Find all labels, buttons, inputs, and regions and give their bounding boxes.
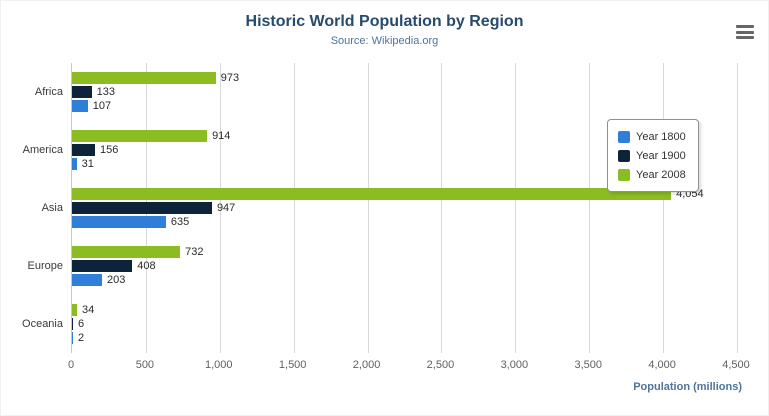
data-label: 973 — [220, 72, 240, 84]
category-label-asia: Asia — [41, 202, 63, 214]
data-label: 914 — [212, 130, 231, 142]
gridline — [367, 63, 369, 353]
data-label: 107 — [92, 100, 112, 112]
gridline — [293, 63, 295, 353]
x-tick-label: 4,500 — [722, 359, 750, 371]
legend-item-year-1900[interactable]: Year 1900 — [618, 146, 686, 165]
x-tick-label: 2,500 — [426, 359, 455, 371]
bar-africa-year-1900[interactable] — [72, 86, 92, 98]
x-tick-label: 3,500 — [574, 359, 602, 371]
bar-america-year-1900[interactable] — [72, 144, 96, 156]
gridline — [219, 63, 221, 353]
gridline — [441, 63, 443, 353]
data-label: 31 — [81, 158, 94, 170]
category-label-europe: Europe — [27, 260, 63, 272]
chart-subtitle: Source: Wikipedia.org — [330, 35, 439, 47]
x-tick-label: 1,000 — [205, 359, 233, 371]
data-label: 947 — [216, 202, 236, 214]
bar-asia-year-2008[interactable] — [72, 188, 672, 200]
hamburger-icon — [736, 36, 754, 39]
legend-item-year-2008[interactable]: Year 2008 — [618, 165, 686, 184]
legend-swatch-icon — [618, 168, 630, 181]
data-label: 6 — [78, 318, 85, 330]
bar-africa-year-2008[interactable] — [72, 72, 216, 84]
plot-area: 973 133 107 914 156 31 4,054 947 635 732 408 203 34 6… — [71, 63, 738, 353]
hamburger-icon — [736, 30, 754, 34]
bar-america-year-2008[interactable] — [72, 130, 208, 142]
bar-asia-year-1800[interactable] — [72, 216, 166, 228]
x-tick-label: 2,000 — [352, 359, 381, 371]
category-label-africa: Africa — [34, 86, 63, 98]
gridline — [589, 63, 591, 353]
bar-asia-year-1900[interactable] — [72, 202, 212, 214]
data-label: 732 — [185, 246, 204, 258]
legend-swatch-icon — [618, 149, 630, 162]
x-tick-label: 1,500 — [278, 359, 307, 371]
x-tick-label: 0 — [67, 359, 75, 371]
legend-label: Year 1900 — [636, 149, 686, 162]
data-label: 156 — [100, 144, 119, 156]
gridline — [663, 63, 665, 353]
gridline — [515, 63, 517, 353]
data-label: 635 — [170, 216, 190, 228]
x-axis-title: Population (millions) — [633, 381, 742, 393]
legend-item-year-1800[interactable]: Year 1800 — [618, 127, 686, 146]
bar-europe-year-2008[interactable] — [72, 246, 181, 258]
hamburger-icon — [736, 25, 754, 28]
bar-africa-year-1800[interactable] — [72, 100, 88, 112]
bar-europe-year-1800[interactable] — [72, 274, 102, 286]
category-label-america: America — [22, 144, 63, 156]
x-tick-label: 3,000 — [500, 359, 529, 371]
data-label: 203 — [106, 274, 126, 286]
legend-swatch-icon — [618, 130, 630, 143]
data-label: 408 — [137, 260, 156, 272]
x-tick-label: 4,000 — [648, 359, 676, 371]
gridline — [737, 63, 738, 353]
legend-label: Year 1800 — [636, 130, 686, 143]
bar-oceania-year-1800[interactable] — [72, 332, 73, 344]
legend-label: Year 2008 — [636, 168, 686, 181]
bar-oceania-year-1900[interactable] — [72, 318, 73, 330]
x-axis-labels: 0 500 1,000 1,500 2,000 2,500 3,000 3,500 4,000 4… — [1, 359, 768, 373]
bar-europe-year-1900[interactable] — [72, 260, 133, 272]
data-label: 2 — [78, 332, 85, 344]
export-menu-button[interactable] — [736, 25, 754, 39]
chart-title: Historic World Population by Region — [245, 13, 524, 30]
data-label: 34 — [82, 304, 95, 316]
data-label: 133 — [96, 86, 115, 98]
legend: Year 1800 Year 1900 Year 2008 — [607, 119, 699, 192]
bar-america-year-1800[interactable] — [72, 158, 77, 170]
category-label-oceania: Oceania — [22, 318, 63, 330]
x-tick-label: 500 — [135, 359, 155, 371]
bar-oceania-year-2008[interactable] — [72, 304, 78, 316]
